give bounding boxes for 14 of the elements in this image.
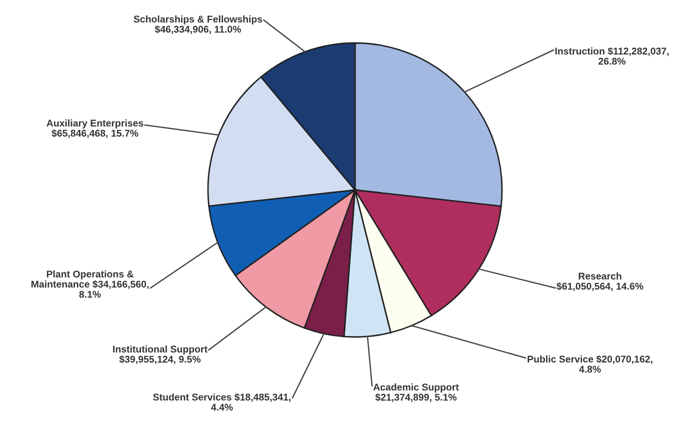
slice-label: Plant Operations & Maintenance $34,166,560, 8.1%	[31, 270, 149, 298]
slice-label: Student Services $18,485,341, 4.4%	[153, 393, 291, 411]
slice-label: Instruction $112,282,037, 26.8%	[555, 47, 669, 65]
slice-label: Academic Support	[373, 383, 459, 392]
slice-label: Public Service $20,070,162, 4.8%	[528, 355, 652, 373]
slice-label: Institutional Support	[113, 345, 208, 354]
data-label: $61,050,564, 14.6%	[556, 282, 644, 292]
slice-label: Research	[578, 272, 622, 280]
slice-label: Scholarships & Fellowships	[134, 15, 262, 24]
data-label: $65,846,468, 15.7%	[52, 129, 138, 138]
slice-label: Auxiliary Enterprises	[46, 119, 144, 128]
data-label: $39,955,124, 9.5%	[119, 355, 201, 364]
data-label: $46,334,906, 11.0%	[154, 25, 241, 34]
data-label: $21,374,899, 5.1%	[375, 393, 457, 402]
